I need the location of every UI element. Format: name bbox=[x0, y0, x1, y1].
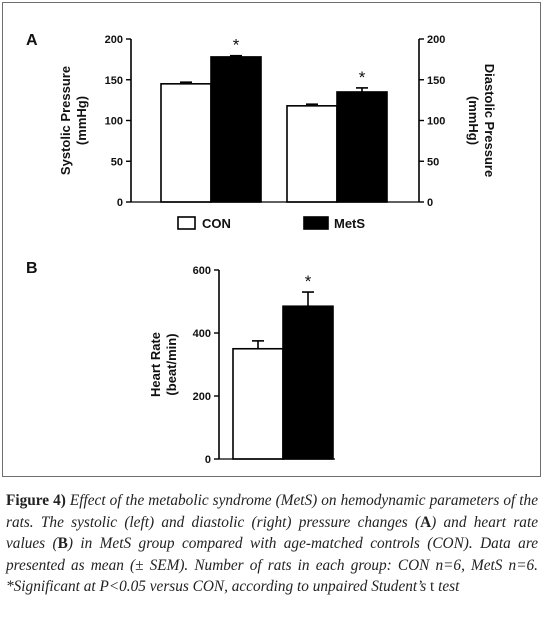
y2-tick-label: 100 bbox=[427, 116, 445, 128]
caption-label: Figure 4) bbox=[6, 492, 66, 509]
panel-label-b: B bbox=[26, 260, 38, 277]
legend-swatch-con bbox=[177, 216, 196, 230]
y-tick-label: 50 bbox=[111, 156, 123, 168]
bar-con bbox=[286, 105, 338, 203]
y-axis-label: Heart Rate(beat/min) bbox=[148, 332, 179, 397]
y-axis-label: Systolic Pressure(mmHg) bbox=[58, 66, 89, 175]
y2-tick-label: 150 bbox=[427, 75, 445, 87]
bar-mets bbox=[336, 91, 388, 203]
y-tick-label: 0 bbox=[117, 197, 123, 209]
figure-charts: A 0 50 100 150 200 Systolic Pressure(mmHg) 0 50 1… bbox=[26, 32, 497, 466]
y-tick-label: 400 bbox=[193, 328, 211, 340]
caption-panel-b: B bbox=[57, 535, 68, 552]
bar-con bbox=[160, 83, 212, 203]
legend-swatch-mets bbox=[303, 216, 329, 230]
y-tick-label: 0 bbox=[205, 454, 211, 466]
y2-tick-label: 200 bbox=[427, 34, 445, 46]
y2-axis-label: Diastolic Pressure(mmHg) bbox=[466, 64, 497, 177]
y2-tick-label: 50 bbox=[427, 156, 439, 168]
y-tick-label: 100 bbox=[105, 116, 123, 128]
figure-caption: Figure 4) Effect of the metabolic syndro… bbox=[6, 490, 538, 598]
caption-text-1: Effect of the metabolic syndrome (MetS) … bbox=[6, 492, 538, 531]
significance-marker: * bbox=[359, 68, 366, 87]
bar-con bbox=[232, 347, 284, 460]
bar-mets bbox=[210, 56, 262, 203]
y2-tick-label: 0 bbox=[427, 197, 433, 209]
y-tick-label: 200 bbox=[193, 391, 211, 403]
panel-label-a: A bbox=[26, 32, 38, 49]
y-tick-label: 200 bbox=[105, 34, 123, 46]
caption-text-4: test bbox=[434, 578, 460, 595]
caption-text-2: ) and heart rate values ( bbox=[6, 513, 538, 553]
caption-t: t bbox=[430, 578, 435, 595]
y-tick-label: 150 bbox=[105, 75, 123, 87]
caption-panel-a: A bbox=[420, 513, 432, 531]
bar-mets bbox=[282, 305, 334, 460]
legend-label-mets: MetS bbox=[334, 216, 365, 231]
legend-label-con: CON bbox=[202, 216, 231, 231]
significance-marker: * bbox=[233, 36, 240, 55]
y-tick-label: 600 bbox=[193, 265, 211, 277]
caption-text-3: ) in MetS group compared with age-matche… bbox=[6, 535, 538, 595]
significance-marker: * bbox=[305, 272, 312, 291]
figure-frame: A 0 50 100 150 200 Systolic Pressure(mmHg) 0 50 1… bbox=[2, 2, 541, 477]
